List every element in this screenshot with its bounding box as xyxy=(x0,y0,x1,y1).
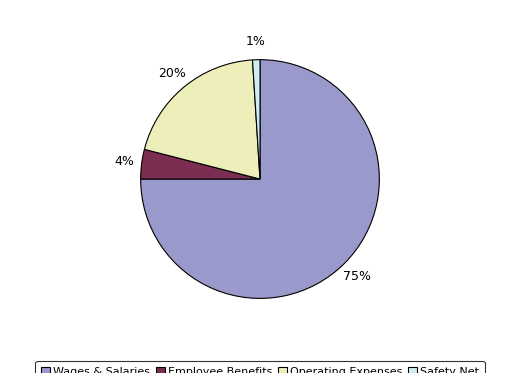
Text: 20%: 20% xyxy=(159,67,187,80)
Legend: Wages & Salaries, Employee Benefits, Operating Expenses, Safety Net: Wages & Salaries, Employee Benefits, Ope… xyxy=(35,361,485,373)
Text: 75%: 75% xyxy=(343,270,371,283)
Wedge shape xyxy=(140,60,380,298)
Wedge shape xyxy=(253,60,260,179)
Wedge shape xyxy=(145,60,260,179)
Wedge shape xyxy=(140,149,260,179)
Text: 1%: 1% xyxy=(246,35,266,48)
Text: 4%: 4% xyxy=(114,155,134,168)
